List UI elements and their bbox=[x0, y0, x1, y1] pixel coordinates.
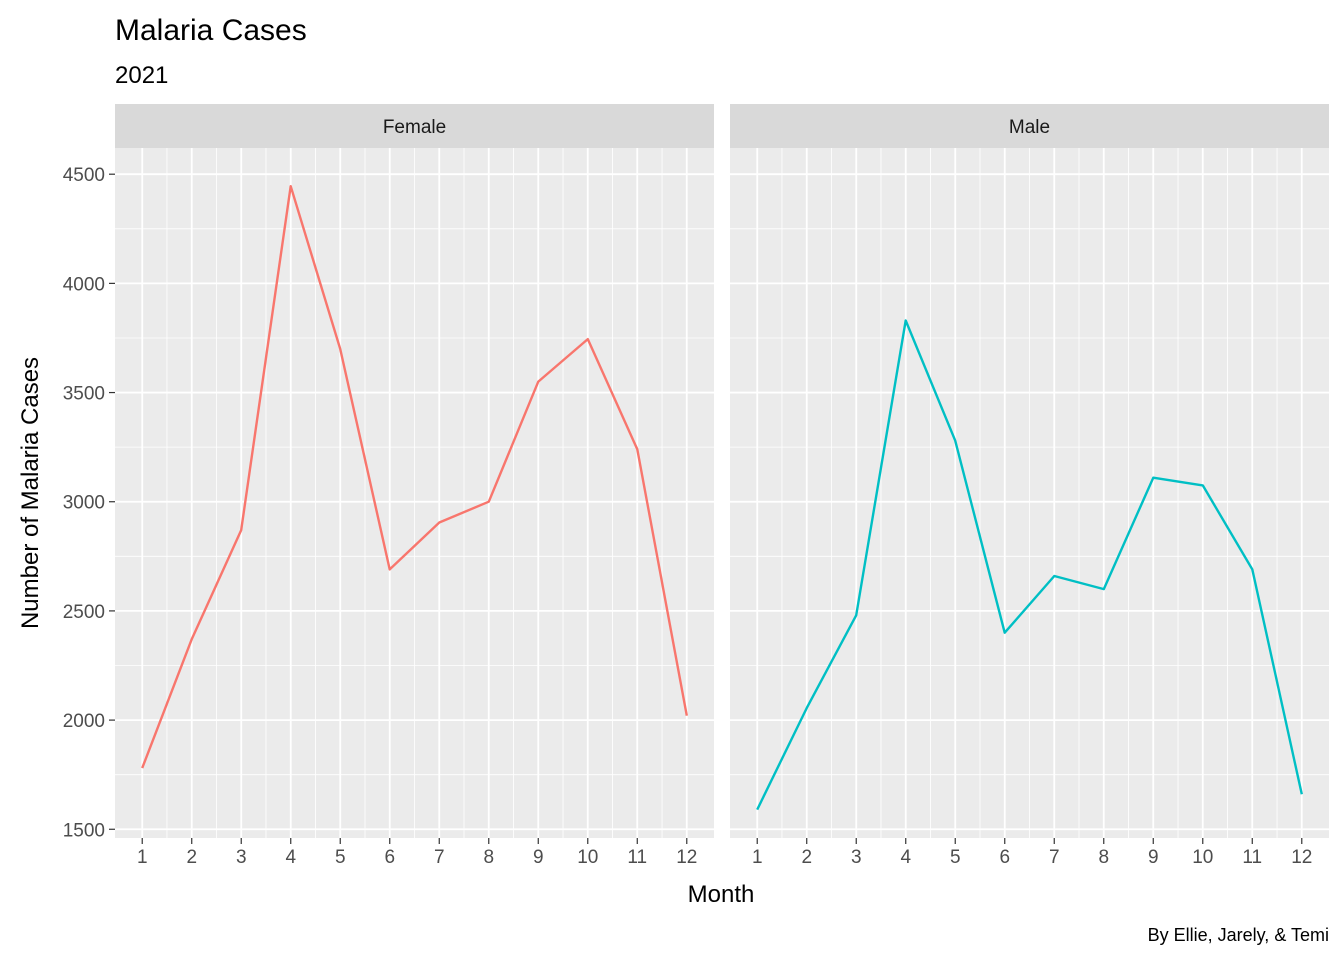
x-tick-label: 5 bbox=[335, 847, 346, 868]
x-tick-label: 12 bbox=[676, 847, 697, 868]
x-tick-label: 10 bbox=[1192, 847, 1213, 868]
x-tick-label: 8 bbox=[483, 847, 494, 868]
x-tick-label: 4 bbox=[285, 847, 296, 868]
x-tick-label: 1 bbox=[137, 847, 148, 868]
x-tick-label: 1 bbox=[752, 847, 763, 868]
facet-strip-label: Female bbox=[383, 117, 446, 138]
x-tick-label: 11 bbox=[1242, 847, 1262, 868]
y-tick-label: 2000 bbox=[63, 711, 105, 732]
chart-title: Malaria Cases bbox=[115, 14, 307, 47]
series-line-male bbox=[756, 319, 1303, 811]
x-axis-label: Month bbox=[688, 881, 755, 908]
y-axis-label: Number of Malaria Cases bbox=[17, 357, 44, 629]
series-line-female bbox=[141, 184, 688, 769]
x-tick-label: 3 bbox=[236, 847, 247, 868]
x-tick-label: 10 bbox=[577, 847, 598, 868]
facet-strip bbox=[730, 104, 1329, 148]
x-tick-label: 3 bbox=[851, 847, 862, 868]
x-tick-label: 4 bbox=[900, 847, 911, 868]
x-tick-label: 5 bbox=[950, 847, 961, 868]
chart-subtitle: 2021 bbox=[115, 62, 168, 89]
y-tick-label: 3500 bbox=[63, 384, 105, 405]
x-tick-label: 6 bbox=[384, 847, 395, 868]
facet-strip bbox=[115, 104, 714, 148]
facet-strip-label: Male bbox=[1009, 117, 1050, 138]
y-tick-label: 4000 bbox=[63, 274, 105, 295]
y-tick-label: 2500 bbox=[63, 602, 105, 623]
x-tick-label: 9 bbox=[533, 847, 544, 868]
x-tick-label: 9 bbox=[1148, 847, 1159, 868]
x-tick-label: 7 bbox=[434, 847, 445, 868]
y-tick-label: 3000 bbox=[63, 493, 105, 514]
x-tick-label: 7 bbox=[1049, 847, 1060, 868]
y-tick-label: 1500 bbox=[63, 820, 105, 841]
x-tick-label: 12 bbox=[1291, 847, 1312, 868]
x-tick-label: 2 bbox=[186, 847, 197, 868]
x-tick-label: 8 bbox=[1098, 847, 1109, 868]
x-tick-label: 6 bbox=[999, 847, 1010, 868]
y-tick-label: 4500 bbox=[63, 165, 105, 186]
x-tick-label: 11 bbox=[627, 847, 647, 868]
chart-caption: By Ellie, Jarely, & Temi bbox=[1148, 925, 1329, 945]
x-tick-label: 2 bbox=[801, 847, 812, 868]
